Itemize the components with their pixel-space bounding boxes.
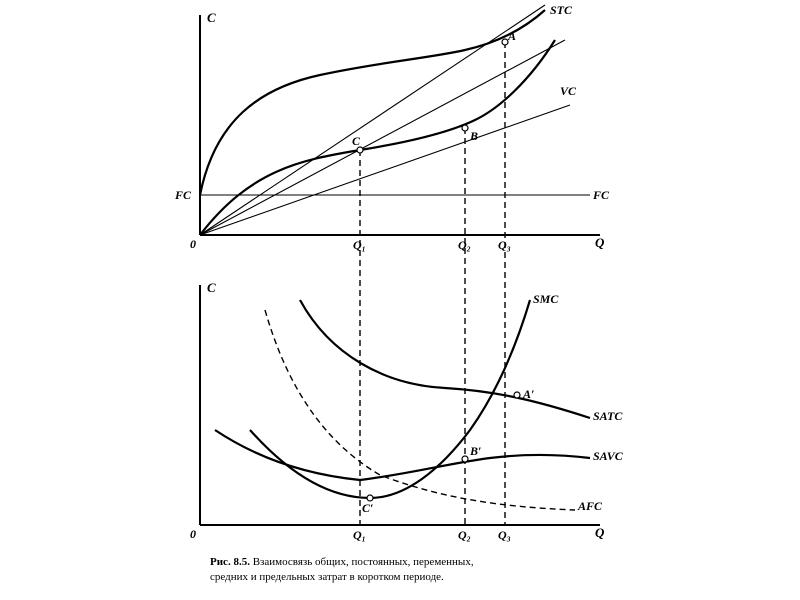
- vc-curve: [200, 40, 555, 235]
- caption-rest: Взаимосвязь общих, постоянных, переменны…: [250, 556, 474, 568]
- point-a-prime-label: A′: [522, 387, 534, 401]
- satc-curve: [300, 300, 590, 418]
- afc-label: AFC: [577, 499, 603, 513]
- point-c-label: C: [352, 134, 361, 148]
- point-c-prime-label: C′: [362, 501, 373, 515]
- figure-container: { "caption": { "line1_bold": "Рис. 8.5."…: [0, 0, 800, 600]
- top-x-axis-label: Q: [595, 235, 605, 250]
- tangent-stc: [200, 5, 545, 235]
- caption-bold: Рис. 8.5.: [210, 556, 250, 568]
- savc-label: SAVC: [593, 449, 624, 463]
- bot-x-axis-label: Q: [595, 525, 605, 540]
- vc-label: VC: [560, 84, 577, 98]
- savc-curve: [215, 430, 590, 480]
- top-q3-label: Q₃: [498, 238, 511, 252]
- bot-y-axis-label: C: [207, 280, 216, 295]
- ray-inflection: [200, 105, 570, 235]
- tangent-vc: [200, 40, 565, 235]
- stc-curve: [200, 10, 545, 195]
- top-chart: C Q 0 FC FC STC VC A B C Q₁ Q₂ Q₃: [174, 3, 610, 525]
- satc-label: SATC: [593, 409, 623, 423]
- smc-label: SMC: [533, 292, 559, 306]
- top-q1-label: Q₁: [353, 238, 366, 252]
- point-a-label: A: [507, 29, 516, 43]
- bot-origin-label: 0: [190, 527, 196, 541]
- bottom-chart: C Q 0 SMC SATC SAVC AFC A′ B′ C′ Q₁ Q₂ Q…: [190, 280, 624, 542]
- bot-q1-label: Q₁: [353, 528, 366, 542]
- point-b-prime-label: B′: [469, 444, 481, 458]
- caption-line2: средних и предельных затрат в коротком п…: [210, 571, 444, 583]
- point-a-prime: [514, 392, 520, 398]
- top-origin-label: 0: [190, 237, 196, 251]
- point-b-label: B: [469, 129, 478, 143]
- point-b-prime: [462, 456, 468, 462]
- stc-label: STC: [550, 3, 573, 17]
- point-b: [462, 125, 468, 131]
- bot-q2-label: Q₂: [458, 528, 471, 542]
- caption-line1: Рис. 8.5. Взаимосвязь общих, постоянных,…: [210, 556, 474, 568]
- top-q2-label: Q₂: [458, 238, 471, 252]
- top-y-axis-label: C: [207, 10, 216, 25]
- smc-curve: [250, 300, 530, 498]
- econ-cost-diagram: C Q 0 FC FC STC VC A B C Q₁ Q₂ Q₃ C Q 0: [0, 0, 800, 600]
- fc-right-label: FC: [592, 188, 610, 202]
- fc-left-label: FC: [174, 188, 192, 202]
- bot-q3-label: Q₃: [498, 528, 511, 542]
